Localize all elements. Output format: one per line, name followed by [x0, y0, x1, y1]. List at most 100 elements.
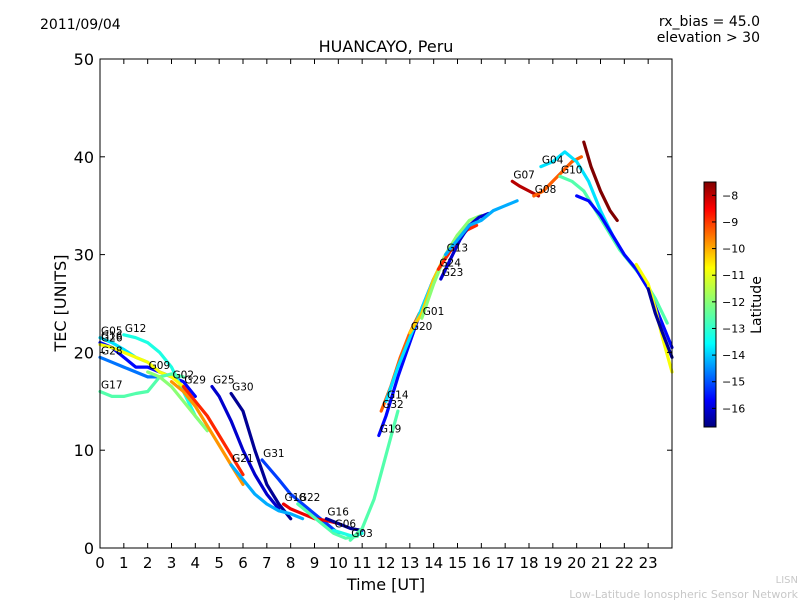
series-label-g23: G23: [442, 267, 464, 279]
series-label-g24: G24: [439, 257, 461, 269]
x-axis-label: Time [UT]: [346, 575, 425, 594]
colorbar-tick-label: −12: [722, 296, 745, 309]
series-label-g22: G22: [299, 492, 321, 504]
x-tick-label: 15: [448, 554, 467, 572]
series-label-g09: G09: [149, 360, 171, 372]
y-tick-label: 40: [74, 148, 94, 167]
series-label-g31: G31: [263, 448, 285, 460]
series-label-g17: G17: [101, 380, 123, 392]
x-tick-label: 11: [353, 554, 372, 572]
colorbar-label: Latitude: [749, 276, 765, 334]
series-label-g05: G05: [101, 326, 123, 338]
date-label: 2011/09/04: [40, 17, 121, 33]
rx-bias-label: rx_bias = 45.0: [658, 14, 760, 30]
series-line-g26: [98, 343, 185, 389]
series-label-g13: G13: [447, 243, 469, 255]
x-tick-label: 1: [119, 554, 129, 572]
colorbar-tick-label: −14: [722, 349, 745, 362]
colorbar-tick-label: −9: [722, 216, 738, 229]
series-label-g16: G16: [101, 331, 123, 343]
series-line-g07: [510, 179, 541, 198]
series-line-g25: [210, 385, 281, 511]
series-line-g22: [296, 502, 359, 540]
series-line-g30: [229, 391, 293, 521]
series-label-g29: G29: [184, 375, 206, 387]
series-line-unlabeled-33: [646, 287, 674, 359]
x-tick-label: 16: [472, 554, 491, 572]
series-line-g29: [181, 385, 245, 477]
series-label-g01: G01: [423, 306, 445, 318]
y-tick-label: 50: [74, 50, 94, 69]
colorbar-ticks: −8 −9 −10 −11 −12 −13 −14 −15 −16: [712, 189, 745, 415]
series-label-g30: G30: [232, 381, 254, 393]
x-tick-label: 2: [143, 554, 153, 572]
series-label-g26: G26: [101, 333, 123, 345]
series-line-g17: [98, 372, 185, 398]
series-label-g12: G12: [125, 323, 147, 335]
series-line-g31: [260, 458, 340, 535]
series-label-g25: G25: [213, 375, 235, 387]
colorbar-tick-label: −11: [722, 269, 745, 282]
credit-network: Low-Latitude Ionospheric Sensor Network: [569, 588, 798, 601]
series-label-g03: G03: [351, 528, 373, 540]
series-label-g04: G04: [542, 155, 564, 167]
x-tick-label: 19: [543, 554, 562, 572]
chart-title: HUANCAYO, Peru: [318, 37, 454, 56]
series-label-g10: G10: [561, 164, 583, 176]
series-label-g32: G32: [382, 399, 404, 411]
series-line-g16: [324, 517, 364, 533]
x-tick-label: 8: [286, 554, 296, 572]
y-axis-label: TEC [UNITS]: [51, 255, 70, 353]
series-line-g09: [146, 370, 209, 433]
series-line-g28: [98, 355, 162, 379]
x-tick-label: 5: [214, 554, 224, 572]
series-label-g14: G14: [387, 389, 409, 401]
colorbar-tick-label: −10: [722, 243, 745, 256]
x-tick-label: 23: [639, 554, 658, 572]
colorbar-tick-label: −13: [722, 322, 745, 335]
x-tick-label: 12: [376, 554, 395, 572]
series-label-g08: G08: [535, 184, 557, 196]
series-label-g06: G06: [335, 518, 357, 530]
series-label-g21: G21: [232, 453, 254, 465]
series-label-g18: G18: [285, 492, 307, 504]
colorbar-tick-label: −16: [722, 402, 745, 415]
x-tick-label: 14: [424, 554, 443, 572]
x-axis: 0 1 2 3 4 5 6 7 8 9 10 11 12 13 14 15 16 17 18 19 20 21 22 23: [95, 59, 658, 572]
colorbar-tick-label: −15: [722, 376, 745, 389]
series-line-g21: [229, 463, 305, 521]
x-tick-label: 10: [329, 554, 348, 572]
series-label-g02: G02: [173, 370, 195, 382]
colorbar-tick-label: −8: [722, 189, 738, 202]
credit-lisn: LISN: [775, 575, 798, 586]
x-tick-label: 17: [496, 554, 515, 572]
series-label-g28: G28: [101, 345, 123, 357]
colorbar: [703, 181, 717, 428]
series-label-g19: G19: [380, 424, 402, 436]
x-tick-label: 22: [615, 554, 634, 572]
x-tick-label: 18: [519, 554, 538, 572]
x-tick-label: 9: [310, 554, 320, 572]
y-tick-label: 30: [74, 246, 94, 265]
x-tick-label: 20: [567, 554, 586, 572]
x-tick-label: 21: [591, 554, 610, 572]
series-layer: [98, 140, 674, 542]
series-label-g20: G20: [411, 321, 433, 333]
series-line-unlabeled-30: [582, 140, 619, 222]
series-line-g13: [444, 199, 519, 257]
x-tick-label: 6: [238, 554, 248, 572]
x-tick-label: 3: [167, 554, 177, 572]
series-label-g07: G07: [513, 169, 535, 181]
x-tick-label: 7: [262, 554, 272, 572]
elevation-label: elevation > 30: [656, 30, 760, 46]
y-tick-label: 10: [74, 441, 94, 460]
y-tick-label: 20: [74, 343, 94, 362]
x-tick-label: 13: [400, 554, 419, 572]
y-axis: 0 10 20 30 40 50: [74, 50, 672, 558]
y-tick-label: 0: [84, 539, 94, 558]
series-label-g16: G16: [327, 507, 349, 519]
plot-frame: [99, 58, 673, 549]
series-line-g03: [348, 409, 400, 542]
